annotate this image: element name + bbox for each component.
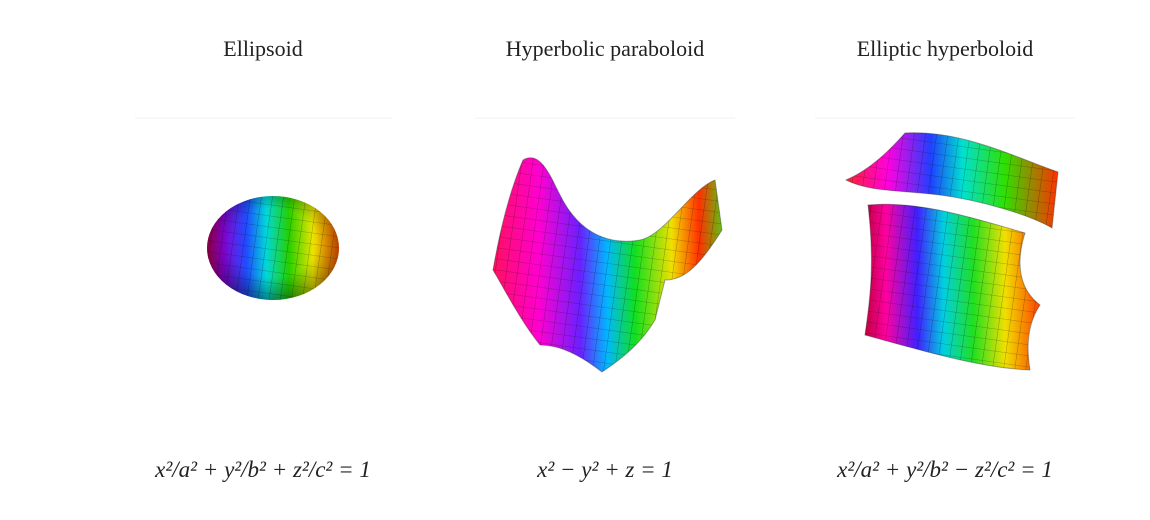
shading [207,196,339,300]
panel-elliptic-hyperboloid: Elliptic hyperboloid x²/a² + y²/b² − z²/… [815,36,1075,482]
panel-ellipsoid: Ellipsoid x²/a² + y²/b² + z²/c² = 1 [135,36,392,482]
panel-hyperbolic-paraboloid: Hyperbolic paraboloid x² − y² + z = 1 [475,36,735,482]
panel-title: Hyperbolic paraboloid [506,36,705,61]
panel-title: Ellipsoid [223,36,302,61]
equation: x²/a² + y²/b² − z²/c² = 1 [836,457,1053,482]
equation: x²/a² + y²/b² + z²/c² = 1 [154,457,371,482]
mesh [844,132,1059,229]
equation: x² − y² + z = 1 [536,457,673,482]
mesh [864,203,1041,371]
mesh [492,157,723,373]
panel-title: Elliptic hyperboloid [857,36,1034,61]
